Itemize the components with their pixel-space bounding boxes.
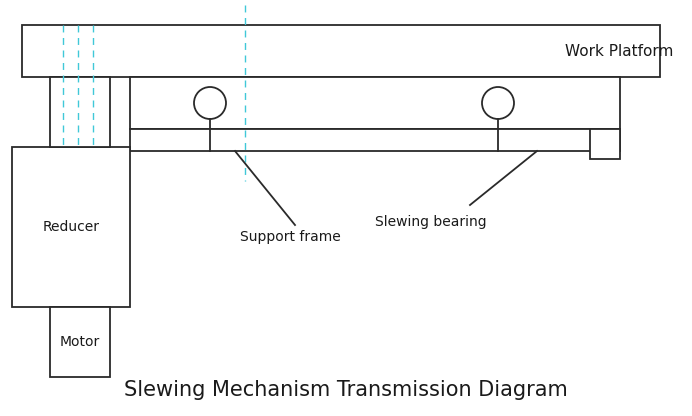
- Bar: [22, 25, 660, 77]
- Circle shape: [482, 87, 514, 119]
- Text: Work Platform: Work Platform: [565, 44, 673, 59]
- Bar: [12, 147, 130, 307]
- Text: Support frame: Support frame: [240, 230, 340, 244]
- Bar: [130, 77, 620, 129]
- Bar: [590, 129, 620, 159]
- Text: Reducer: Reducer: [42, 220, 100, 234]
- Text: Motor: Motor: [60, 335, 100, 349]
- Circle shape: [194, 87, 226, 119]
- Bar: [50, 307, 110, 377]
- Text: Slewing bearing: Slewing bearing: [375, 215, 486, 229]
- Text: Slewing Mechanism Transmission Diagram: Slewing Mechanism Transmission Diagram: [124, 380, 568, 400]
- Bar: [50, 77, 110, 147]
- Bar: [130, 129, 620, 151]
